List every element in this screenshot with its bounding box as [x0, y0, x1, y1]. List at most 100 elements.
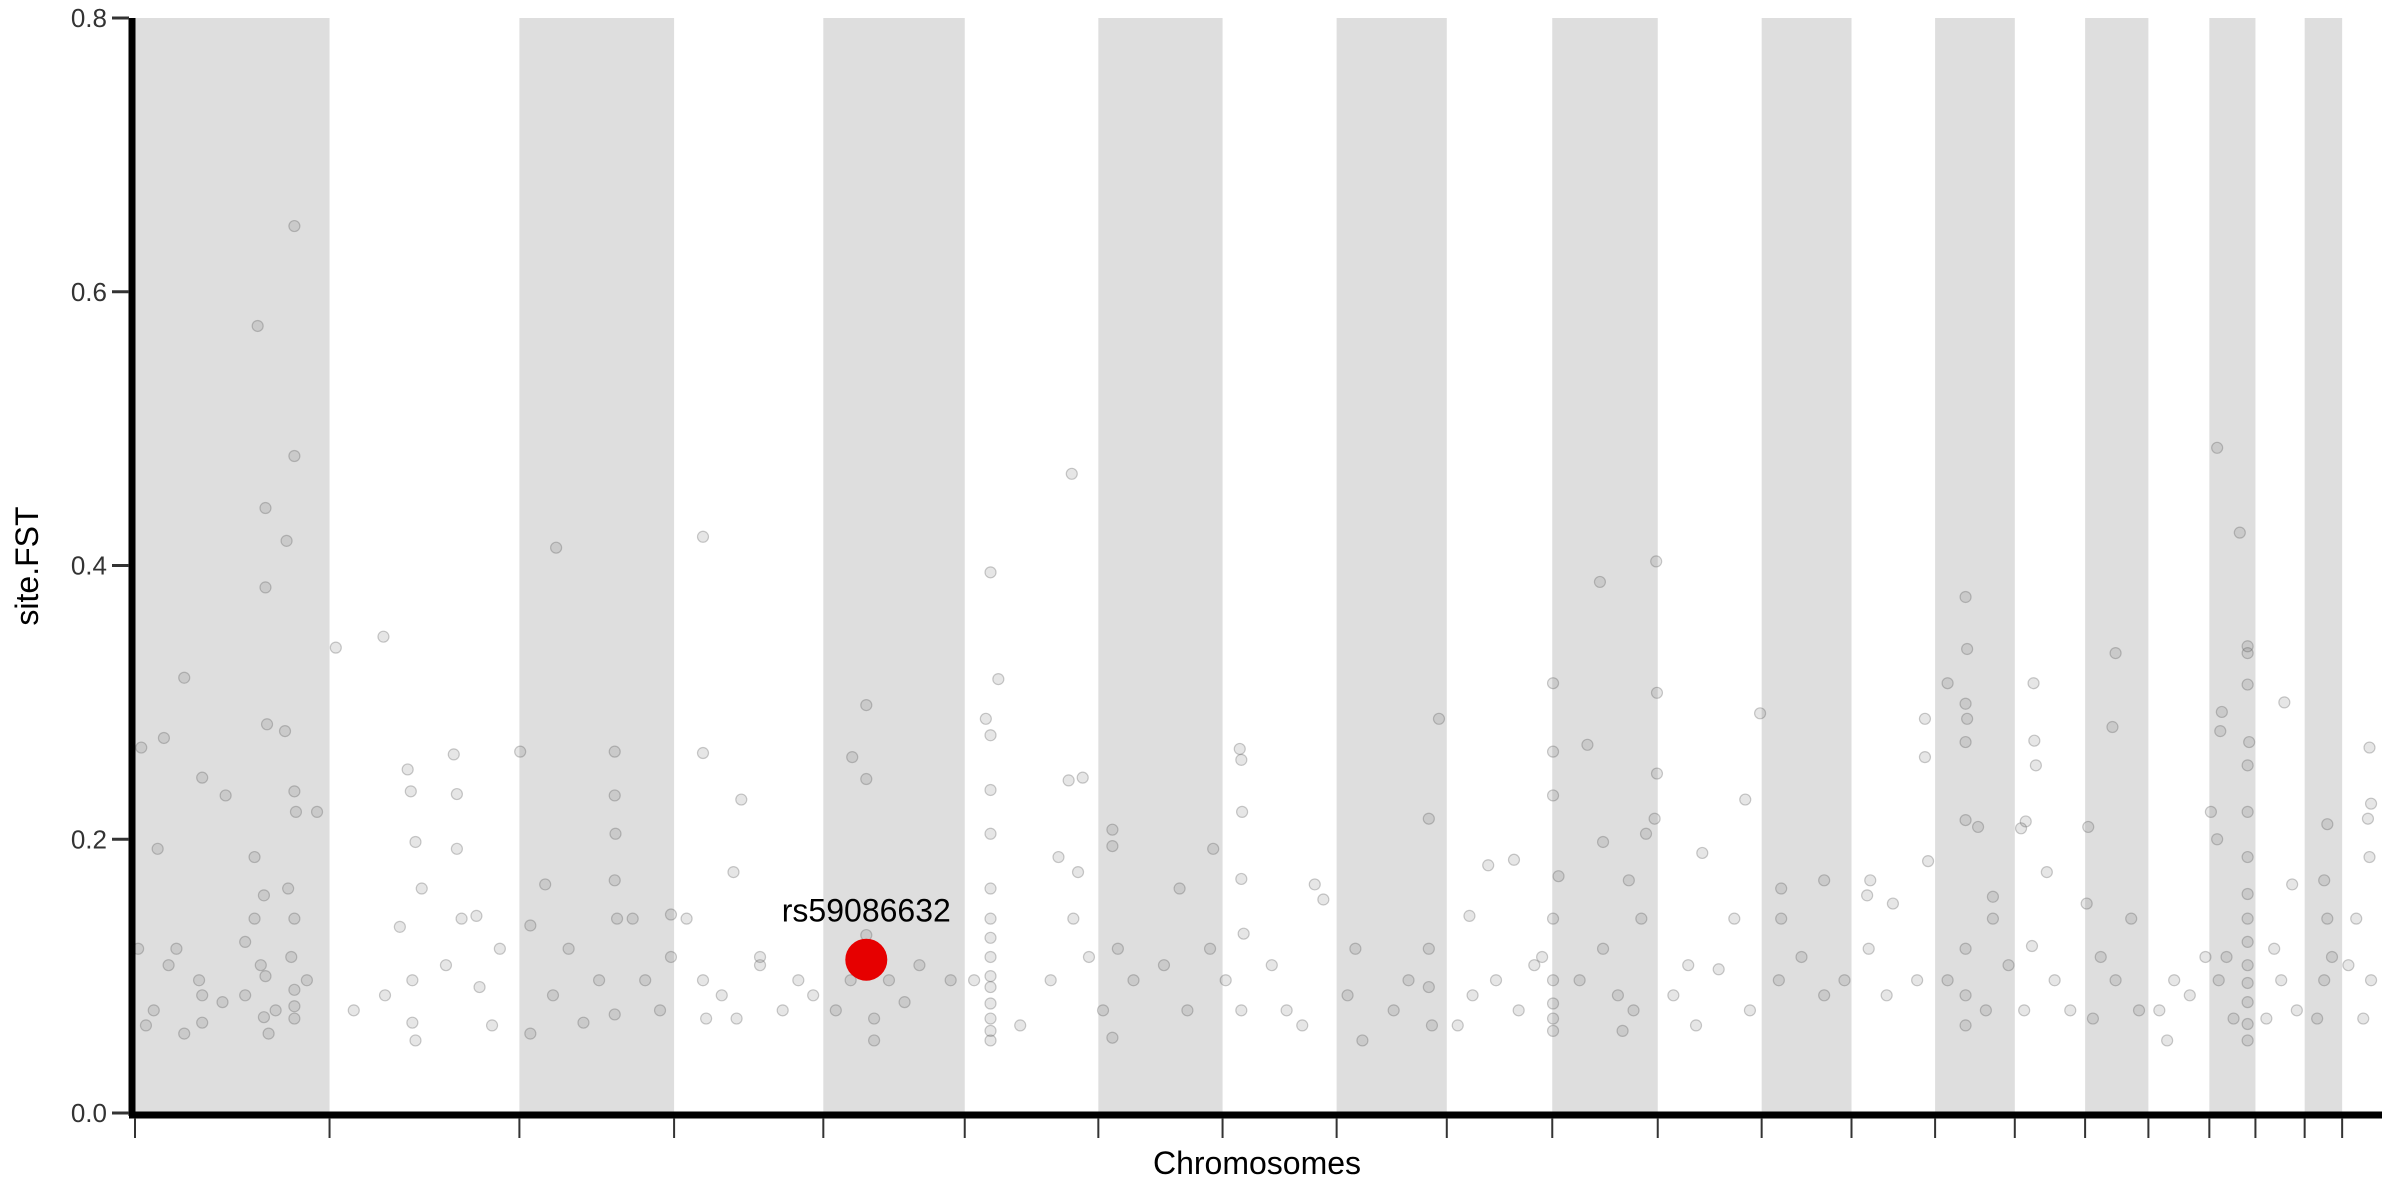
- snp-point: [1106, 823, 1119, 836]
- snp-point: [1067, 912, 1080, 925]
- snp-point: [984, 970, 997, 983]
- snp-point: [807, 989, 820, 1002]
- snp-point: [1616, 1024, 1629, 1037]
- snp-point: [776, 1004, 789, 1017]
- snp-point: [1235, 805, 1249, 818]
- snp-point: [524, 1027, 537, 1040]
- snp-point: [282, 882, 295, 895]
- snp-point: [157, 731, 171, 745]
- snp-point: [2241, 996, 2254, 1009]
- snp-point: [2318, 874, 2331, 887]
- snp-point: [404, 785, 417, 798]
- highlight-point[interactable]: [845, 938, 888, 981]
- snp-point: [1052, 850, 1065, 864]
- snp-point: [1971, 820, 1985, 834]
- snp-point: [1265, 959, 1278, 972]
- snp-point: [1861, 889, 1874, 902]
- chromosome-band-7: [1098, 18, 1223, 1113]
- snp-point: [1921, 855, 1935, 868]
- snp-point: [696, 746, 710, 760]
- snp-point: [1682, 959, 1695, 972]
- snp-point: [753, 959, 767, 972]
- snp-point: [524, 919, 537, 932]
- snp-point: [2212, 974, 2225, 987]
- snp-point: [1880, 989, 1893, 1002]
- snp-point: [1317, 893, 1330, 906]
- snp-point: [2241, 935, 2254, 949]
- snp-point: [1667, 989, 1680, 1002]
- snp-point: [278, 725, 292, 738]
- snp-point: [2268, 942, 2281, 955]
- snp-point: [257, 1011, 271, 1024]
- snp-point: [1308, 878, 1321, 891]
- snp-point: [1546, 1024, 1560, 1037]
- snp-point: [1157, 959, 1171, 972]
- snp-point: [539, 878, 552, 891]
- snp-point: [196, 771, 209, 784]
- snp-point: [1552, 870, 1565, 883]
- snp-point: [1961, 712, 1974, 725]
- snp-point: [898, 996, 911, 1009]
- snp-point: [735, 793, 748, 806]
- snp-point: [608, 1008, 621, 1021]
- snp-point: [139, 1019, 153, 1032]
- snp-point: [151, 842, 164, 855]
- snp-point: [1772, 974, 1785, 987]
- snp-point: [984, 1024, 997, 1037]
- snp-point: [1425, 1019, 1439, 1032]
- snp-point: [2321, 912, 2334, 925]
- snp-point: [2215, 705, 2228, 719]
- snp-point: [1065, 467, 1078, 480]
- snp-point: [1235, 753, 1248, 766]
- snp-point: [2199, 950, 2212, 964]
- snp-point: [1635, 912, 1648, 925]
- snp-point: [1728, 912, 1741, 925]
- snp-point: [1402, 974, 1415, 987]
- snp-point: [1235, 872, 1248, 886]
- snp-point: [1959, 590, 1972, 604]
- snp-point: [2227, 1012, 2240, 1025]
- snp-point: [1650, 767, 1664, 780]
- snp-point: [2241, 850, 2254, 864]
- snp-point: [2029, 759, 2042, 772]
- snp-point: [2125, 912, 2138, 925]
- snp-point: [135, 741, 148, 754]
- chromosome-band-9: [1336, 18, 1447, 1113]
- snp-point: [1639, 827, 1653, 840]
- snp-point: [2028, 734, 2041, 747]
- snp-point: [1233, 742, 1246, 756]
- snp-point: [1959, 1019, 1972, 1032]
- snp-point: [696, 530, 710, 543]
- snp-point: [550, 541, 563, 554]
- snp-point: [248, 850, 261, 864]
- snp-point: [1864, 874, 1877, 887]
- snp-point: [2094, 950, 2107, 964]
- snp-point: [1959, 697, 1972, 710]
- snp-point: [944, 974, 957, 987]
- snp-point: [2040, 865, 2053, 879]
- snp-point: [1062, 774, 1075, 787]
- snp-point: [2109, 974, 2122, 987]
- snp-point: [1082, 950, 1096, 964]
- snp-point: [984, 980, 997, 994]
- snp-point: [860, 699, 873, 712]
- snp-point: [1044, 974, 1057, 987]
- snp-point: [992, 673, 1005, 686]
- snp-point: [393, 920, 406, 933]
- snp-point: [2275, 974, 2288, 987]
- snp-point: [329, 641, 342, 654]
- snp-point: [753, 950, 767, 964]
- snp-point: [577, 1016, 590, 1029]
- snp-point: [2082, 820, 2095, 834]
- snp-point: [450, 842, 463, 855]
- snp-point: [1207, 842, 1220, 855]
- snp-point: [562, 942, 575, 955]
- snp-points: [132, 219, 2378, 1047]
- snp-point: [1596, 942, 1610, 955]
- snp-point: [1696, 846, 1709, 860]
- snp-point: [868, 1012, 881, 1025]
- snp-point: [2350, 912, 2363, 925]
- snp-point: [882, 974, 896, 987]
- snp-point: [1546, 974, 1560, 987]
